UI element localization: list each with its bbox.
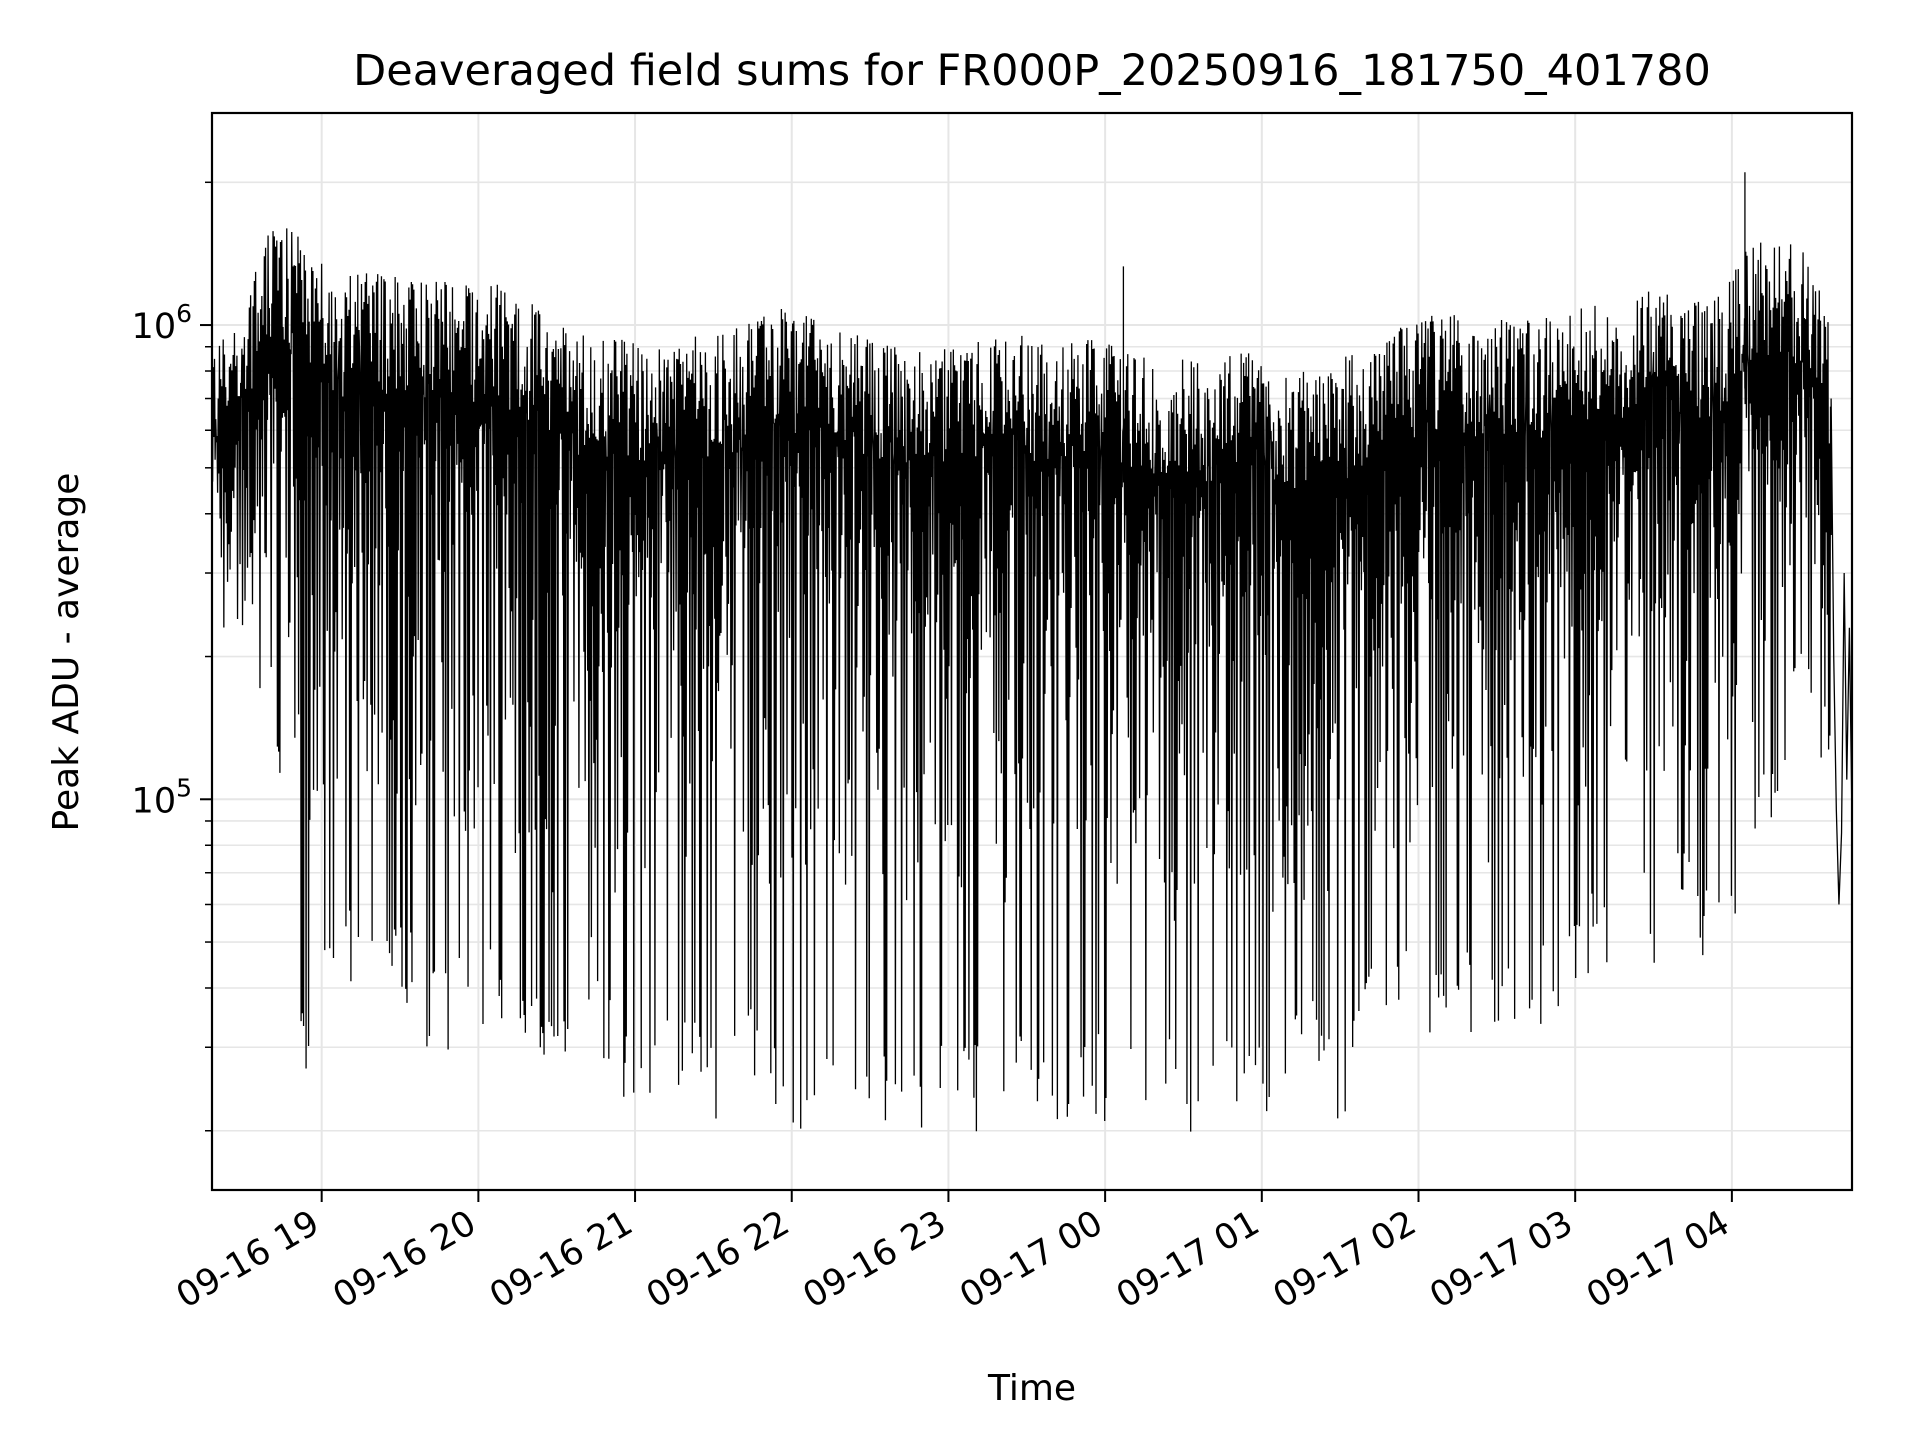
- y-tick-label: 105: [132, 773, 192, 821]
- y-axis: 105 106: [132, 181, 212, 1132]
- chart-title: Deaveraged field sums for FR000P_2025091…: [353, 46, 1711, 96]
- x-axis-label: Time: [987, 1368, 1076, 1409]
- y-axis-label: Peak ADU - average: [46, 473, 87, 832]
- data-series-line: [211, 228, 1853, 1132]
- plot-frame: [210, 111, 1854, 1192]
- y-tick-label: 106: [132, 299, 192, 347]
